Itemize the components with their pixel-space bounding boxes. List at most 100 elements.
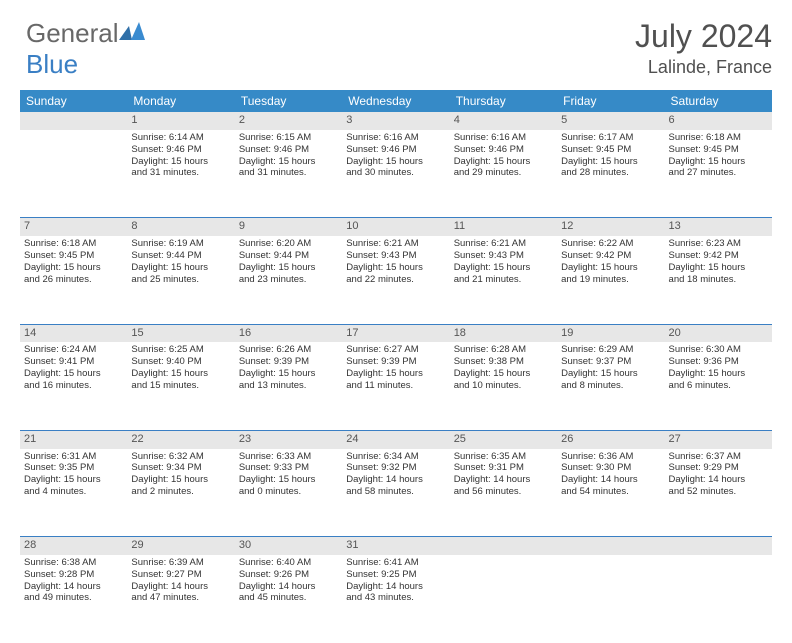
- day-number: 4: [450, 112, 557, 130]
- day-cell-line: and 28 minutes.: [561, 167, 660, 179]
- day-cell: Sunrise: 6:22 AMSunset: 9:42 PMDaylight:…: [557, 236, 664, 324]
- day-cell-line: Daylight: 15 hours: [669, 156, 768, 168]
- day-cell-line: Sunrise: 6:37 AM: [669, 451, 768, 463]
- day-cell-line: Sunrise: 6:18 AM: [24, 238, 123, 250]
- day-number: 14: [20, 325, 127, 343]
- day-cell-line: Sunrise: 6:41 AM: [346, 557, 445, 569]
- day-cell-line: Sunset: 9:43 PM: [454, 250, 553, 262]
- day-number: 21: [20, 431, 127, 449]
- day-cell-line: Daylight: 15 hours: [454, 156, 553, 168]
- day-header: Monday: [127, 90, 234, 112]
- logo-triangle-icon: [119, 22, 145, 42]
- day-cell-line: Daylight: 15 hours: [346, 262, 445, 274]
- day-cell-line: Sunset: 9:37 PM: [561, 356, 660, 368]
- day-cell-line: Sunset: 9:46 PM: [346, 144, 445, 156]
- day-cell-line: Sunset: 9:30 PM: [561, 462, 660, 474]
- day-cell-line: and 52 minutes.: [669, 486, 768, 498]
- day-cell-line: and 13 minutes.: [239, 380, 338, 392]
- day-cell-line: Sunrise: 6:29 AM: [561, 344, 660, 356]
- day-cell-line: Daylight: 15 hours: [454, 368, 553, 380]
- header: GeneralBlue July 2024 Lalinde, France: [20, 18, 772, 80]
- day-cell-line: and 27 minutes.: [669, 167, 768, 179]
- day-cell-line: Sunrise: 6:21 AM: [454, 238, 553, 250]
- day-number: 26: [557, 431, 664, 449]
- day-cell-line: and 58 minutes.: [346, 486, 445, 498]
- day-cell-line: Daylight: 15 hours: [131, 474, 230, 486]
- day-number: 3: [342, 112, 449, 130]
- day-cell-line: Sunset: 9:33 PM: [239, 462, 338, 474]
- day-cell-line: Daylight: 15 hours: [561, 368, 660, 380]
- day-cell-line: Sunrise: 6:35 AM: [454, 451, 553, 463]
- day-number: 24: [342, 431, 449, 449]
- day-number-row: 28293031: [20, 537, 772, 555]
- calendar-head: SundayMondayTuesdayWednesdayThursdayFrid…: [20, 90, 772, 112]
- day-cell-line: Sunrise: 6:20 AM: [239, 238, 338, 250]
- day-cell-line: Sunset: 9:31 PM: [454, 462, 553, 474]
- day-cell-line: Sunset: 9:45 PM: [669, 144, 768, 156]
- day-cell-line: Sunset: 9:45 PM: [561, 144, 660, 156]
- day-number: 6: [665, 112, 772, 130]
- day-cell-line: and 31 minutes.: [131, 167, 230, 179]
- day-cell-line: Daylight: 15 hours: [346, 368, 445, 380]
- day-number: 8: [127, 218, 234, 236]
- day-cell-line: Sunset: 9:42 PM: [561, 250, 660, 262]
- day-cell-line: Sunrise: 6:34 AM: [346, 451, 445, 463]
- day-cell-line: and 47 minutes.: [131, 592, 230, 604]
- day-cell-line: and 16 minutes.: [24, 380, 123, 392]
- day-cell-line: Daylight: 15 hours: [24, 474, 123, 486]
- day-cell: [20, 130, 127, 218]
- day-cell-line: Daylight: 14 hours: [346, 581, 445, 593]
- day-cell-line: Daylight: 15 hours: [131, 262, 230, 274]
- day-cell-line: Sunset: 9:44 PM: [239, 250, 338, 262]
- day-cell: Sunrise: 6:28 AMSunset: 9:38 PMDaylight:…: [450, 342, 557, 430]
- day-cell: [557, 555, 664, 643]
- day-content-row: Sunrise: 6:31 AMSunset: 9:35 PMDaylight:…: [20, 449, 772, 537]
- day-number: 2: [235, 112, 342, 130]
- day-number: 28: [20, 537, 127, 555]
- day-content-row: Sunrise: 6:38 AMSunset: 9:28 PMDaylight:…: [20, 555, 772, 643]
- day-cell-line: Sunset: 9:46 PM: [239, 144, 338, 156]
- day-cell-line: Sunrise: 6:33 AM: [239, 451, 338, 463]
- day-cell: Sunrise: 6:17 AMSunset: 9:45 PMDaylight:…: [557, 130, 664, 218]
- day-cell-line: Daylight: 14 hours: [561, 474, 660, 486]
- day-content-row: Sunrise: 6:18 AMSunset: 9:45 PM Daylight:…: [20, 236, 772, 324]
- day-cell-line: Sunset: 9:43 PM: [346, 250, 445, 262]
- day-header: Tuesday: [235, 90, 342, 112]
- day-cell-line: Sunset: 9:42 PM: [669, 250, 768, 262]
- day-cell-line: Sunset: 9:46 PM: [131, 144, 230, 156]
- day-cell-line: Sunrise: 6:18 AM: [669, 132, 768, 144]
- day-cell-line: Daylight: 15 hours: [239, 474, 338, 486]
- day-cell: Sunrise: 6:16 AMSunset: 9:46 PMDaylight:…: [342, 130, 449, 218]
- day-cell-line: Sunset: 9:32 PM: [346, 462, 445, 474]
- day-cell: Sunrise: 6:21 AMSunset: 9:43 PMDaylight:…: [342, 236, 449, 324]
- day-cell-line: Sunrise: 6:24 AM: [24, 344, 123, 356]
- day-number: 18: [450, 325, 557, 343]
- day-cell-line: Sunrise: 6:15 AM: [239, 132, 338, 144]
- day-cell: Sunrise: 6:20 AMSunset: 9:44 PMDaylight:…: [235, 236, 342, 324]
- day-cell-line: and 0 minutes.: [239, 486, 338, 498]
- day-content-row: Sunrise: 6:14 AMSunset: 9:46 PMDaylight:…: [20, 130, 772, 218]
- day-cell: Sunrise: 6:19 AMSunset: 9:44 PMDaylight:…: [127, 236, 234, 324]
- day-cell-line: Sunset: 9:45 PM: [24, 250, 123, 262]
- day-number: 15: [127, 325, 234, 343]
- day-number-row: 78910111213: [20, 218, 772, 236]
- day-cell-line: Sunset: 9:40 PM: [131, 356, 230, 368]
- day-cell-line: Sunset: 9:39 PM: [239, 356, 338, 368]
- day-cell-line: Sunset: 9:41 PM: [24, 356, 123, 368]
- day-cell: [450, 555, 557, 643]
- day-cell-line: Sunrise: 6:22 AM: [561, 238, 660, 250]
- day-number: 27: [665, 431, 772, 449]
- day-cell-line: Sunrise: 6:30 AM: [669, 344, 768, 356]
- day-number: [20, 112, 127, 130]
- day-cell-line: Daylight: 15 hours: [239, 368, 338, 380]
- day-number: 11: [450, 218, 557, 236]
- day-cell-line: Sunrise: 6:38 AM: [24, 557, 123, 569]
- day-cell-line: and 56 minutes.: [454, 486, 553, 498]
- day-cell-line: Sunrise: 6:25 AM: [131, 344, 230, 356]
- day-number-row: 21222324252627: [20, 431, 772, 449]
- day-cell-line: Daylight: 14 hours: [669, 474, 768, 486]
- day-number: 20: [665, 325, 772, 343]
- day-cell-line: and 26 minutes.: [24, 274, 123, 286]
- day-cell-line: Daylight: 15 hours: [561, 262, 660, 274]
- day-cell-line: and 29 minutes.: [454, 167, 553, 179]
